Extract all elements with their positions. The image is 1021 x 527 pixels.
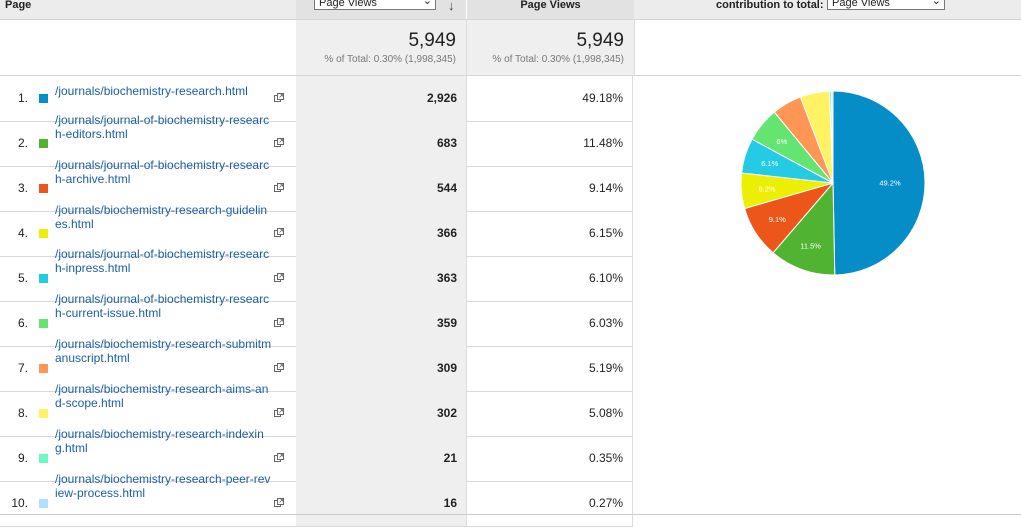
open-external-icon[interactable] xyxy=(274,363,284,373)
page-views-value: 2,926 xyxy=(296,76,466,121)
pie-slice[interactable] xyxy=(832,90,926,276)
table-row: 3. /journals/journal-of-biochemistry-rese… xyxy=(0,158,633,212)
open-external-icon[interactable] xyxy=(274,138,284,148)
pie-slice-label: 11.5% xyxy=(800,241,821,250)
table-row: 6. /journals/journal-of-biochemistry-rese… xyxy=(0,292,633,347)
totals-views-cell: 5,949 % of Total: 0.30% (1,998,345) xyxy=(296,20,466,75)
pie-slice-label: 6.1% xyxy=(761,159,778,168)
contribution-percent: 5.08% xyxy=(466,391,633,436)
page-link[interactable]: /journals/biochemistry-research-aims-and… xyxy=(55,382,269,410)
row-number: 10. xyxy=(11,496,28,510)
table-row: 4. /journals/biochemistry-research-guidel… xyxy=(0,203,633,257)
contribution-label: contribution to total: xyxy=(716,0,824,11)
totals-row: 5,949 % of Total: 0.30% (1,998,345) 5,94… xyxy=(0,20,1021,76)
page-views-value: 302 xyxy=(296,391,466,436)
page-link[interactable]: /journals/biochemistry-research-guidelin… xyxy=(55,203,268,231)
row-number: 2. xyxy=(17,136,28,150)
series-swatch xyxy=(39,139,48,148)
row-number: 8. xyxy=(17,406,28,420)
row-number: 7. xyxy=(17,361,28,375)
contribution-percent: 0.27% xyxy=(466,481,633,526)
series-swatch xyxy=(39,274,48,283)
table-row: 2. /journals/journal-of-biochemistry-rese… xyxy=(0,113,633,167)
open-external-icon[interactable] xyxy=(274,228,284,238)
series-swatch xyxy=(39,229,48,238)
series-swatch xyxy=(39,499,48,508)
row-number: 9. xyxy=(17,451,28,465)
total-views: 5,949 xyxy=(408,30,456,51)
contribution-percent: 5.19% xyxy=(466,346,633,391)
page-link[interactable]: /journals/biochemistry-research.html xyxy=(55,84,248,98)
table-row: 1. /journals/biochemistry-research.html 2,… xyxy=(0,76,633,122)
pie-slice[interactable] xyxy=(830,90,834,184)
page-link[interactable]: /journals/biochemistry-research-peer-rev… xyxy=(55,472,271,500)
series-swatch xyxy=(39,409,48,418)
page-views-value: 16 xyxy=(296,481,466,526)
contribution-percent: 6.03% xyxy=(466,301,633,346)
page-link[interactable]: /journals/journal-of-biochemistry-resear… xyxy=(55,292,270,320)
page-views-value: 359 xyxy=(296,301,466,346)
sort-arrow-icon[interactable]: ↓ xyxy=(448,0,455,13)
series-swatch xyxy=(39,94,48,103)
metric-select-value: Page Views xyxy=(319,0,377,9)
page-link[interactable]: /journals/journal-of-biochemistry-resear… xyxy=(55,247,270,275)
metric-select[interactable]: Page Views ⌄ xyxy=(314,0,436,10)
open-external-icon[interactable] xyxy=(274,93,284,103)
row-number: 6. xyxy=(17,316,28,330)
open-external-icon[interactable] xyxy=(274,498,284,508)
open-external-icon[interactable] xyxy=(274,273,284,283)
series-swatch xyxy=(39,319,48,328)
page-column-header[interactable]: Page xyxy=(5,0,32,11)
contribution-percent: 6.15% xyxy=(466,211,633,256)
divider xyxy=(0,514,1021,515)
page-link[interactable]: /journals/journal-of-biochemistry-resear… xyxy=(55,113,270,141)
pie-slice-label: 6% xyxy=(776,137,787,146)
page-views-value: 21 xyxy=(296,436,466,481)
contribution-percent: 49.18% xyxy=(466,76,633,121)
series-swatch xyxy=(39,184,48,193)
open-external-icon[interactable] xyxy=(274,453,284,463)
series-swatch xyxy=(39,364,48,373)
pie-slice-label: 49.2% xyxy=(879,178,901,187)
contribution-percent: 0.35% xyxy=(466,436,633,481)
metric-column-header: Page Views ⌄ xyxy=(296,0,466,19)
page-views-value: 683 xyxy=(296,121,466,166)
total-views-2-percent: % of Total: 0.30% (1,998,345) xyxy=(492,54,624,65)
contribution-percent: 11.48% xyxy=(466,121,633,166)
row-number: 1. xyxy=(17,91,28,105)
table-row: 9. /journals/biochemistry-research-indexi… xyxy=(0,427,633,482)
pie-chart: 49.2% 11.5% 9.1% 6.2% 6.1% 6% xyxy=(740,90,926,276)
page-views-value: 363 xyxy=(296,256,466,301)
pie-slice-label: 9.1% xyxy=(769,215,786,224)
contribution-percent: 6.10% xyxy=(466,256,633,301)
total-views-2: 5,949 xyxy=(576,30,624,51)
pie-slice-label: 6.2% xyxy=(758,185,775,194)
open-external-icon[interactable] xyxy=(274,318,284,328)
page-views-value: 309 xyxy=(296,346,466,391)
series-swatch xyxy=(39,454,48,463)
row-number: 5. xyxy=(17,271,28,285)
page-views-column-label[interactable]: Page Views xyxy=(520,0,581,11)
pie-slice[interactable] xyxy=(772,181,836,276)
row-number: 4. xyxy=(17,226,28,240)
contribution-percent: 9.14% xyxy=(466,166,633,211)
page-link[interactable]: /journals/biochemistry-research-submitma… xyxy=(55,337,272,365)
open-external-icon[interactable] xyxy=(274,408,284,418)
chevron-down-icon: ⌄ xyxy=(422,0,432,7)
chevron-down-icon: ⌄ xyxy=(931,0,941,7)
page-link[interactable]: /journals/biochemistry-research-indexing… xyxy=(55,427,264,455)
contribution-select[interactable]: Page Views ⌄ xyxy=(827,0,945,10)
page-views-column-header: Page Views xyxy=(466,0,634,19)
page-views-value: 366 xyxy=(296,211,466,256)
page-views-value: 544 xyxy=(296,166,466,211)
row-number: 3. xyxy=(17,181,28,195)
open-external-icon[interactable] xyxy=(274,183,284,193)
totals-views2-cell: 5,949 % of Total: 0.30% (1,998,345) xyxy=(466,20,635,75)
total-views-percent: % of Total: 0.30% (1,998,345) xyxy=(324,54,456,65)
contribution-select-value: Page Views xyxy=(832,0,890,9)
table-header: Page Page Views ⌄ ↓ Page Views contribut… xyxy=(0,0,1021,20)
table-row: 10. /journals/biochemistry-research-peer-… xyxy=(0,472,633,527)
page-link[interactable]: /journals/journal-of-biochemistry-resear… xyxy=(55,158,270,186)
